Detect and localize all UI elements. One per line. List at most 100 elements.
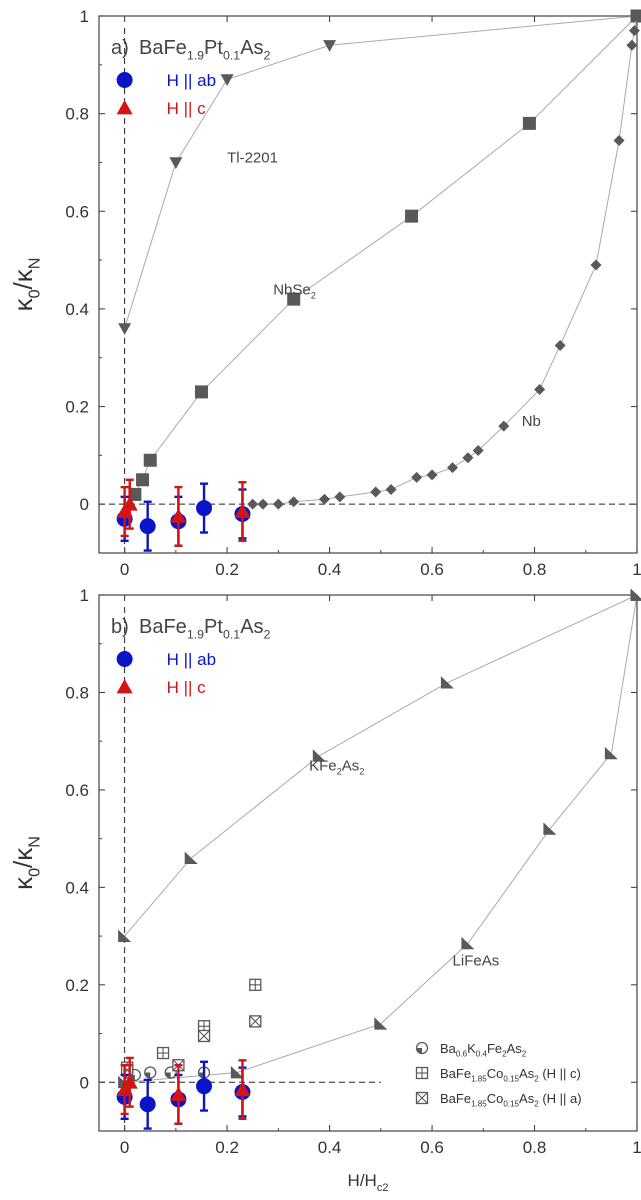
reference-point: [554, 340, 566, 352]
open-point: [156, 1046, 170, 1060]
reference-point: [385, 484, 397, 496]
x-tick-label: 1: [632, 1138, 641, 1157]
data-point: [234, 1081, 251, 1096]
reference-label: Nb: [522, 413, 541, 430]
reference-point: [136, 473, 150, 487]
reference-point: [534, 383, 546, 395]
reference-point: [312, 749, 326, 762]
reference-point: [426, 469, 438, 481]
y-tick-label: 0: [80, 1073, 89, 1092]
reference-line: [252, 15, 638, 505]
data-point: [139, 518, 156, 535]
reference-point: [461, 936, 475, 950]
open-point-fill: [144, 1072, 151, 1079]
reference-point: [118, 929, 132, 942]
y-tick-label: 0.2: [65, 976, 89, 995]
open-point-d2: [198, 1030, 210, 1042]
reference-point: [628, 25, 640, 37]
reference-point: [543, 822, 557, 835]
data-series-h-c: [116, 478, 251, 547]
legend2-marker: [415, 1041, 429, 1055]
reference-line: [124, 15, 638, 329]
reference-point: [184, 851, 198, 864]
x-tick-label: 1: [632, 560, 641, 579]
open-point-d2: [249, 1015, 262, 1028]
y-tick-label: 0.8: [65, 105, 89, 124]
open-point-fill: [165, 1072, 171, 1079]
reference-point: [194, 385, 208, 399]
data-point: [196, 1078, 213, 1095]
reference-point: [374, 1017, 388, 1030]
reference-series-nb: Nb: [247, 10, 641, 510]
reference-point: [323, 40, 337, 52]
reference-point: [318, 493, 330, 505]
data-series-h-c: [116, 1056, 251, 1125]
legend-marker: [116, 651, 133, 667]
x-tick-label: 0.2: [215, 1138, 239, 1157]
legend2-marker-d2: [416, 1092, 428, 1104]
y-tick-label: 1: [80, 586, 89, 605]
reference-point: [631, 10, 641, 22]
reference-point: [247, 498, 259, 510]
reference-label: NbSe2: [273, 281, 316, 300]
reference-point: [498, 420, 510, 432]
x-tick-label: 0.2: [215, 560, 239, 579]
y-tick-label: 0.4: [65, 878, 89, 897]
data-point: [170, 508, 187, 523]
y-tick-label: 0.6: [65, 202, 89, 221]
reference-point: [272, 498, 284, 510]
y-tick-label: 0: [80, 495, 89, 514]
legend-label: H || ab: [167, 650, 216, 669]
x-tick-label: 0: [120, 1138, 129, 1157]
y-tick-label: 0.2: [65, 398, 89, 417]
reference-line: [124, 594, 638, 937]
reference-point: [630, 588, 641, 601]
reference-point: [590, 259, 602, 271]
legend2-entry-1: BaFe1.85Co0.15As2 (H || c): [415, 1066, 581, 1084]
reference-point: [334, 491, 346, 503]
legend-marker: [116, 100, 133, 115]
reference-label: KFe2As2: [309, 757, 364, 776]
reference-point: [220, 74, 234, 86]
reference-point: [522, 116, 536, 130]
legend-label: H || ab: [167, 71, 216, 90]
legend2-label: Ba0.6K0.4Fe2As2: [440, 1041, 527, 1059]
reference-point: [287, 292, 301, 306]
legend2-entry-2: BaFe1.85Co0.15As2 (H || a): [415, 1091, 582, 1109]
legend-entry-c: H || c: [116, 99, 207, 118]
legend-label: H || c: [167, 99, 207, 118]
y-axis-label-text: κ0/κN: [8, 836, 43, 890]
reference-point: [288, 496, 300, 508]
legend-entry-ab: H || ab: [116, 650, 216, 669]
legend2-marker-fill: [416, 1048, 422, 1054]
legend-marker: [116, 679, 133, 694]
legend-entry-c: H || c: [116, 678, 207, 697]
legend-label: H || c: [167, 678, 207, 697]
x-tick-label: 0.8: [523, 1138, 547, 1157]
reference-point: [257, 498, 269, 510]
reference-point: [230, 1066, 244, 1079]
open-point: [249, 1015, 262, 1028]
reference-point: [405, 209, 419, 223]
reference-point: [462, 452, 474, 464]
reference-point: [447, 462, 459, 474]
data-point: [234, 503, 251, 518]
data-point: [139, 1096, 156, 1113]
legend2-marker: [415, 1066, 429, 1080]
reference-point: [118, 323, 132, 335]
panel-label: b): [111, 616, 129, 638]
x-tick-label: 0.6: [420, 560, 444, 579]
panel-title: BaFe1.9Pt0.1As2: [139, 616, 271, 642]
panel-a: 0 0.2 0.4 0.6 0.8 1 0 0.2 0.4 0.6 0.8 1 κ0/κN Tl-2201…: [8, 7, 641, 579]
y-axis-label: κ0/κN: [8, 258, 43, 312]
reference-point: [411, 471, 423, 483]
reference-point: [128, 487, 142, 501]
reference-point: [472, 444, 484, 456]
legend2-label: BaFe1.85Co0.15As2 (H || c): [440, 1066, 581, 1084]
x-tick-label: 0.4: [318, 560, 342, 579]
y-tick-label: 1: [80, 7, 89, 26]
reference-point: [440, 676, 454, 689]
reference-point: [143, 453, 157, 467]
plot-frame: [98, 15, 638, 554]
